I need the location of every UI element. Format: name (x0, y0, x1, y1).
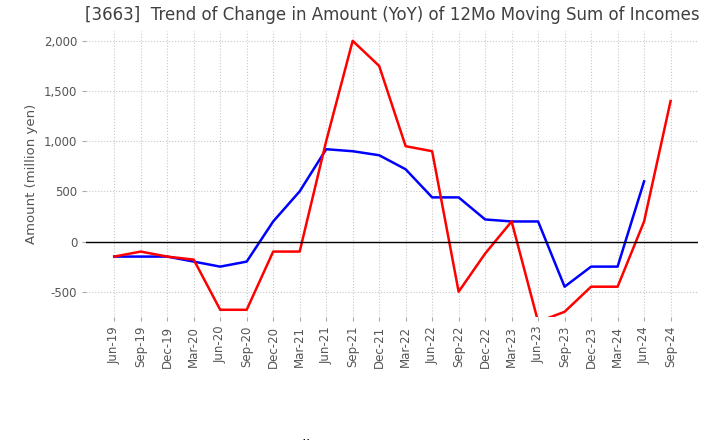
Net Income (243, 307, 251, 312)
Ordinary Income (640, 179, 649, 184)
Ordinary Income (481, 217, 490, 222)
Net Income (428, 149, 436, 154)
Net Income (348, 38, 357, 44)
Ordinary Income (534, 219, 542, 224)
Net Income (454, 289, 463, 294)
Ordinary Income (428, 195, 436, 200)
Net Income (587, 284, 595, 290)
Net Income (560, 309, 569, 315)
Net Income (216, 307, 225, 312)
Ordinary Income (295, 189, 304, 194)
Net Income (640, 219, 649, 224)
Net Income (375, 63, 384, 69)
Ordinary Income (136, 254, 145, 259)
Net Income (613, 284, 622, 290)
Ordinary Income (216, 264, 225, 269)
Ordinary Income (269, 219, 277, 224)
Net Income (136, 249, 145, 254)
Net Income (508, 219, 516, 224)
Y-axis label: Amount (million yen): Amount (million yen) (25, 104, 38, 244)
Ordinary Income (560, 284, 569, 290)
Ordinary Income (322, 147, 330, 152)
Ordinary Income (189, 259, 198, 264)
Net Income (534, 319, 542, 324)
Net Income (295, 249, 304, 254)
Net Income (481, 251, 490, 256)
Title: [3663]  Trend of Change in Amount (YoY) of 12Mo Moving Sum of Incomes: [3663] Trend of Change in Amount (YoY) o… (85, 6, 700, 24)
Ordinary Income (110, 254, 119, 259)
Ordinary Income (587, 264, 595, 269)
Ordinary Income (401, 167, 410, 172)
Net Income (269, 249, 277, 254)
Ordinary Income (508, 219, 516, 224)
Line: Net Income: Net Income (114, 41, 670, 322)
Net Income (401, 143, 410, 149)
Legend: Ordinary Income, Net Income: Ordinary Income, Net Income (230, 433, 555, 440)
Net Income (110, 254, 119, 259)
Net Income (666, 99, 675, 104)
Net Income (189, 257, 198, 262)
Ordinary Income (348, 149, 357, 154)
Line: Ordinary Income: Ordinary Income (114, 149, 644, 287)
Ordinary Income (613, 264, 622, 269)
Ordinary Income (243, 259, 251, 264)
Ordinary Income (454, 195, 463, 200)
Ordinary Income (163, 254, 171, 259)
Net Income (322, 139, 330, 144)
Net Income (163, 254, 171, 259)
Ordinary Income (375, 153, 384, 158)
